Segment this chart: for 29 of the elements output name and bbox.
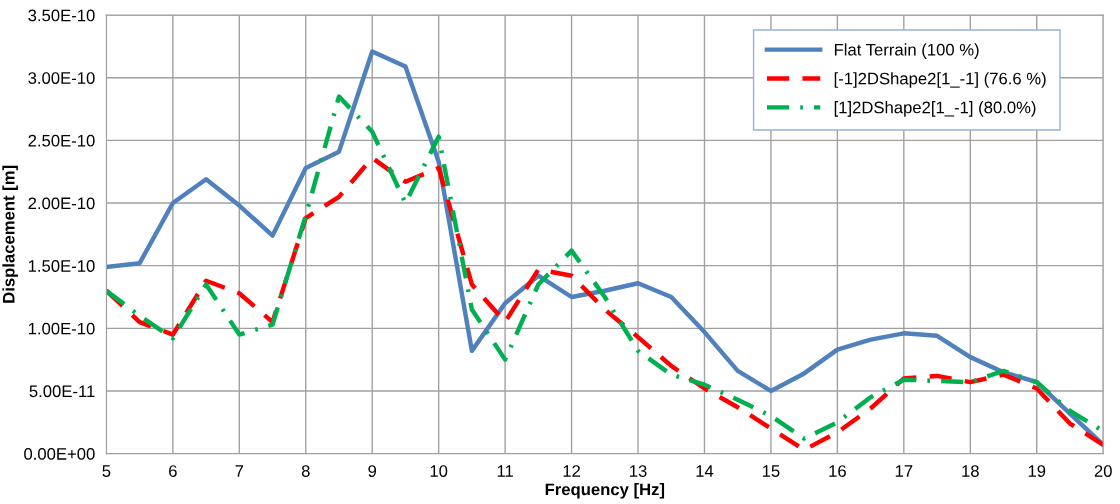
x-tick-label: 7 — [235, 465, 244, 477]
y-tick-label: 5.00E-11 — [29, 385, 95, 398]
x-tick-label: 5 — [102, 465, 111, 477]
y-tick-label: 0.00E+00 — [24, 448, 95, 460]
legend-label: [1]2DShape2[1_-1] (80.0%) — [834, 101, 1036, 117]
x-tick-label: 15 — [762, 465, 780, 477]
x-tick-label: 16 — [829, 465, 846, 477]
y-tick-label: 3.50E-10 — [28, 9, 95, 22]
x-tick-label: 9 — [368, 465, 377, 477]
y-tick-label: 1.00E-10 — [28, 322, 95, 335]
x-tick-label: 18 — [962, 465, 979, 477]
x-tick-label: 14 — [696, 465, 714, 477]
y-tick-label: 3.00E-10 — [28, 72, 95, 84]
x-tick-label: 10 — [430, 465, 448, 477]
x-tick-label: 8 — [301, 465, 310, 477]
legend-label: Flat Terrain (100 %) — [834, 43, 979, 59]
x-tick-label: 20 — [1094, 465, 1112, 477]
y-axis-title: Displacement [m] — [2, 165, 18, 303]
x-tick-label: 19 — [1028, 465, 1046, 477]
x-axis-title: Frequency [Hz] — [545, 483, 665, 499]
x-tick-label: 11 — [497, 465, 513, 477]
x-tick-label: 6 — [169, 465, 177, 477]
x-tick-label: 17 — [895, 465, 913, 477]
y-tick-label: 2.00E-10 — [28, 197, 95, 210]
x-tick-label: 13 — [630, 465, 647, 477]
x-tick-label: 12 — [563, 465, 581, 477]
y-tick-label: 2.50E-10 — [28, 134, 95, 147]
y-tick-label: 1.50E-10 — [28, 260, 95, 272]
legend-label: [-1]2DShape2[1_-1] (76.6 %) — [834, 72, 1046, 88]
